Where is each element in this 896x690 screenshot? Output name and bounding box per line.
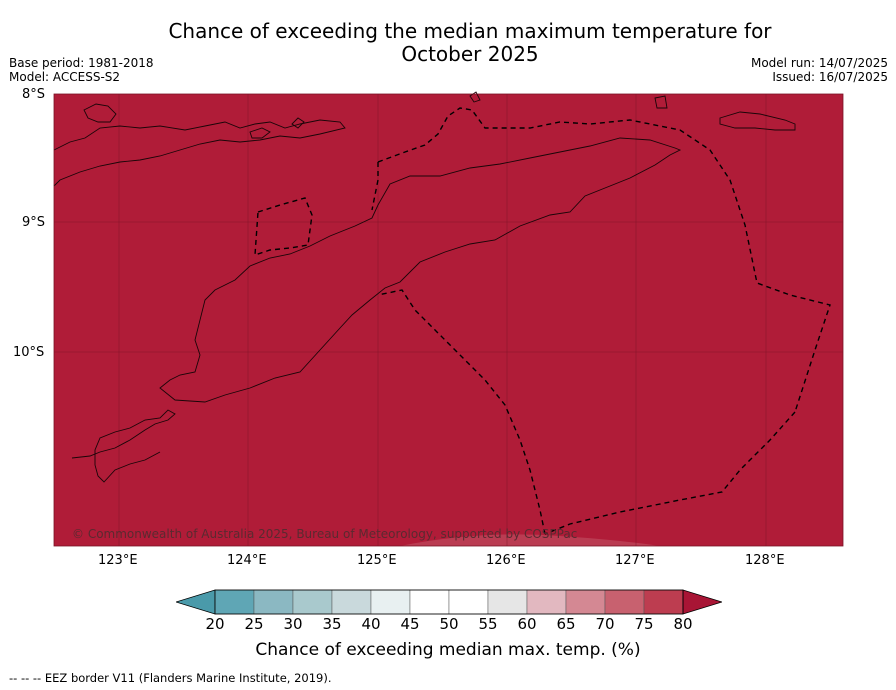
eez-border-west [371, 162, 379, 211]
colorbar-segment [292, 589, 333, 615]
eez-border-oecusse [254, 197, 313, 256]
islet-4 [469, 91, 481, 103]
sumba-coastline [71, 409, 176, 483]
coastlines [53, 91, 796, 483]
lat-label-10s: 10°S [13, 345, 45, 360]
lon-label-126e: 126°E [486, 553, 526, 568]
colorbar-tick-label: 25 [244, 615, 264, 633]
colorbar-tick-label: 55 [478, 615, 498, 633]
colorbar-segment [643, 589, 684, 615]
footer-legend: -- -- -- EEZ border V11 (Flanders Marine… [9, 671, 332, 685]
lon-label-124e: 124°E [227, 553, 267, 568]
colorbar [176, 589, 722, 615]
colorbar-outline [214, 589, 684, 615]
eez-border-east [544, 411, 796, 535]
issued-date: Issued: 16/07/2025 [772, 70, 888, 84]
colorbar-tick-label: 50 [439, 615, 459, 633]
lon-label-125e: 125°E [357, 553, 397, 568]
islet-1 [249, 127, 271, 139]
colorbar-tick-label: 65 [556, 615, 576, 633]
colorbar-segment [565, 589, 606, 615]
colorbar-segment [331, 589, 372, 615]
colorbar-segment [409, 589, 450, 615]
lon-label-123e: 123°E [98, 553, 138, 568]
eez-legend-symbol: -- -- -- [9, 671, 42, 685]
map-credit: © Commonwealth of Australia 2025, Bureau… [72, 527, 578, 541]
colorbar-tick-label: 45 [400, 615, 420, 633]
lon-label-127e: 127°E [615, 553, 655, 568]
islet-3 [654, 95, 668, 109]
base-period: Base period: 1981-2018 [9, 56, 154, 70]
colorbar-tick-label: 35 [322, 615, 342, 633]
colorbar-tick-label: 60 [517, 615, 537, 633]
colorbar-tick-label: 30 [283, 615, 303, 633]
colorbar-tick-label: 20 [205, 615, 225, 633]
eez-border-north [377, 107, 831, 413]
gridlines [54, 94, 843, 546]
model-run: Model run: 14/07/2025 [750, 56, 888, 70]
wetar-coastline [719, 111, 796, 131]
colorbar-segment [604, 589, 645, 615]
map-fill [54, 94, 843, 546]
map-frame [53, 93, 844, 547]
map-shade [400, 534, 660, 546]
colorbar-segment [526, 589, 567, 615]
colorbar-extend-high [682, 589, 722, 615]
title-line-2: October 2025 [401, 42, 539, 66]
colorbar-tick-label: 70 [595, 615, 615, 633]
islet-2 [291, 117, 305, 129]
colorbar-segment [448, 589, 489, 615]
colorbar-segment [214, 589, 255, 615]
model-name: Model: ACCESS-S2 [9, 70, 121, 84]
colorbar-segment [253, 589, 294, 615]
flores-coastline [53, 119, 346, 187]
lat-label-9s: 9°S [22, 215, 46, 230]
colorbar-segment [370, 589, 411, 615]
colorbar-tick-label: 80 [673, 615, 693, 633]
lon-label-128e: 128°E [745, 553, 785, 568]
timor-coastline [159, 137, 682, 403]
eez-borders [254, 107, 831, 535]
colorbar-extend-low [176, 589, 216, 615]
colorbar-tick-label: 75 [634, 615, 654, 633]
eez-legend-text: EEZ border V11 (Flanders Marine Institut… [44, 671, 332, 685]
lat-label-8s: 8°S [22, 87, 46, 102]
alor-coastline [83, 103, 117, 123]
colorbar-label: Chance of exceeding median max. temp. (%… [255, 640, 641, 660]
eez-border-south [377, 289, 546, 535]
colorbar-segment [487, 589, 528, 615]
colorbar-tick-label: 40 [361, 615, 381, 633]
page-title: Chance of exceeding the median maximum t… [0, 20, 896, 66]
title-line-1: Chance of exceeding the median maximum t… [168, 19, 772, 43]
